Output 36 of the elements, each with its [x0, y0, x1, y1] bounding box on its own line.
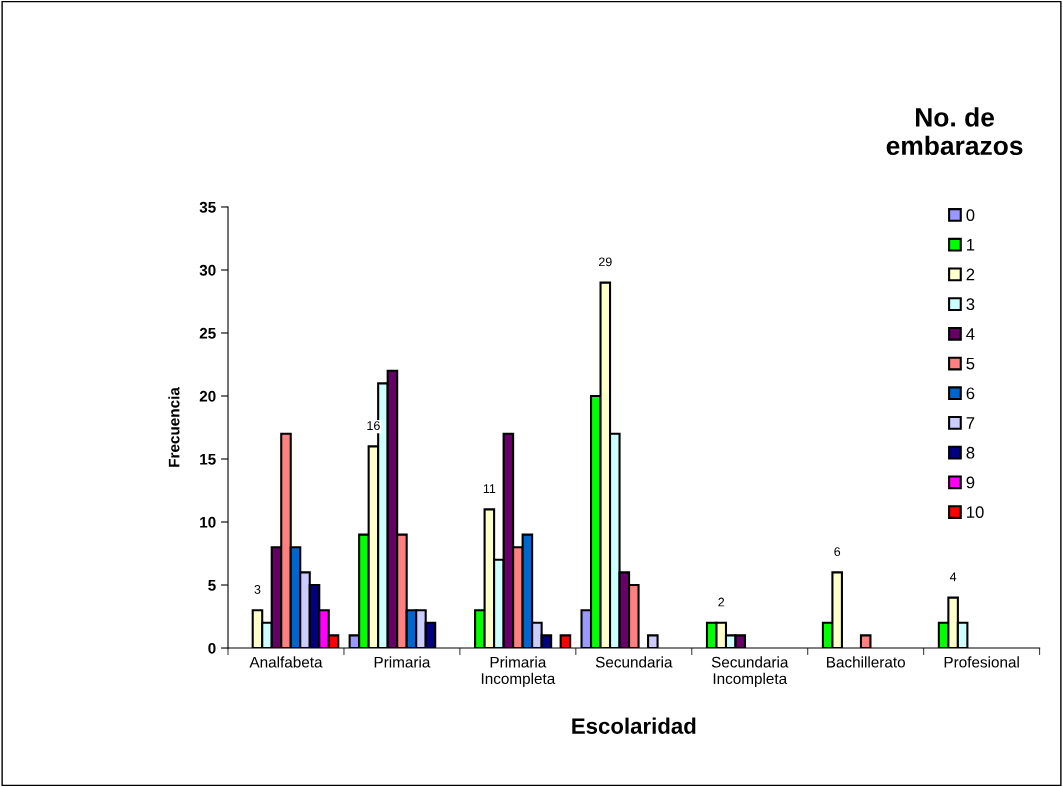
legend-label: 4 — [966, 328, 975, 340]
x-tick-label: Profesional — [944, 656, 1019, 668]
x-tick-label: Bachillerato — [827, 656, 905, 668]
legend-label: 5 — [966, 357, 975, 370]
y-tick-label: 20 — [199, 390, 216, 402]
legend-label: 1 — [967, 239, 975, 251]
legend-label: 7 — [966, 417, 975, 429]
legend-label: 0 — [966, 209, 975, 221]
data-label: 2 — [718, 597, 725, 607]
legend-label: 2 — [966, 268, 975, 281]
data-label: 4 — [949, 572, 957, 582]
x-axis-title: Escolaridad — [572, 717, 696, 734]
x-tick-label: Secundaria — [595, 656, 673, 668]
x-tick-label: Primaria Incompleta — [481, 656, 556, 688]
x-tick-label: Analfabeta — [249, 656, 323, 668]
y-tick-label: 35 — [199, 201, 216, 213]
legend-label: 9 — [966, 476, 975, 489]
legend-label: 10 — [967, 506, 984, 519]
data-label: 11 — [483, 484, 496, 493]
data-label: 16 — [367, 421, 380, 431]
legend-title: No. de embarazos — [886, 107, 1023, 156]
x-tick-label: Primaria — [374, 656, 431, 668]
x-tick-label: Secundaria Incompleta — [711, 656, 789, 688]
legend-label: 3 — [966, 298, 975, 311]
legend-label: 6 — [966, 387, 975, 400]
y-axis-title: Frecuencia — [168, 387, 180, 467]
y-tick-label: 5 — [208, 580, 216, 591]
y-tick-label: 0 — [208, 642, 216, 654]
legend-label: 8 — [966, 446, 975, 459]
y-tick-label: 15 — [200, 454, 216, 465]
y-tick-label: 10 — [200, 516, 216, 528]
data-label: 29 — [598, 257, 612, 267]
data-label: 3 — [254, 585, 261, 594]
y-tick-label: 30 — [199, 264, 216, 276]
data-label: 6 — [834, 547, 841, 557]
y-tick-label: 25 — [199, 327, 216, 339]
